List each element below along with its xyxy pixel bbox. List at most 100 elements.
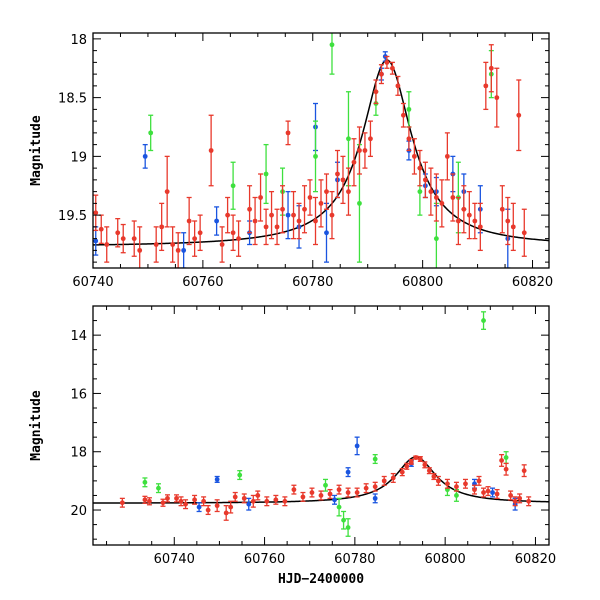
data-point	[230, 214, 236, 252]
data-point	[170, 226, 176, 263]
data-point	[323, 173, 329, 210]
plot-area	[93, 33, 549, 268]
data-point	[354, 436, 360, 456]
data-point	[408, 458, 414, 465]
data-point	[155, 483, 161, 494]
data-point	[208, 114, 214, 187]
data-point	[476, 475, 482, 486]
data-point	[223, 505, 229, 521]
data-point	[237, 470, 243, 481]
x-tick-label: 60740	[72, 275, 113, 290]
data-point	[512, 496, 518, 507]
data-point	[327, 488, 333, 500]
data-point	[516, 79, 522, 152]
data-point	[406, 126, 412, 152]
data-point	[323, 478, 329, 492]
x-tick-label: 60800	[424, 552, 465, 567]
data-point	[131, 220, 137, 257]
data-point	[192, 220, 198, 257]
data-point	[390, 472, 396, 483]
data-point	[146, 497, 152, 506]
data-point	[472, 484, 478, 495]
data-point	[336, 484, 342, 495]
x-tick-label: 60780	[292, 275, 333, 290]
data-point	[494, 67, 500, 128]
data-point	[461, 185, 467, 234]
data-point	[404, 462, 410, 470]
data-point	[318, 179, 324, 228]
y-tick-label: 18.5	[58, 92, 87, 107]
x-tick-label: 60780	[334, 552, 375, 567]
data-point	[384, 55, 390, 69]
data-point	[444, 132, 450, 181]
data-point	[526, 496, 532, 507]
data-point	[313, 196, 319, 246]
x-tick-label: 60800	[402, 275, 443, 290]
data-point	[444, 478, 450, 489]
data-point	[178, 496, 184, 507]
data-point	[247, 185, 253, 234]
data-point	[282, 496, 288, 507]
data-point	[214, 475, 220, 483]
y-tick-label: 18	[70, 33, 87, 48]
x-tick-label: 60760	[182, 275, 223, 290]
data-point	[341, 510, 347, 530]
plot-frame	[92, 305, 550, 546]
data-point	[230, 161, 236, 210]
data-point	[332, 494, 338, 505]
data-point	[205, 505, 211, 516]
data-point	[313, 120, 319, 193]
data-point	[142, 143, 148, 169]
data-point	[241, 493, 247, 504]
x-tick-label: 60760	[244, 552, 285, 567]
y-tick-label: 20	[70, 504, 87, 519]
data-point	[345, 518, 351, 537]
series-2	[119, 453, 532, 521]
data-point	[488, 44, 494, 93]
data-point	[263, 143, 269, 205]
data-point	[466, 190, 472, 240]
data-point	[378, 64, 384, 85]
x-tick-label: 60820	[515, 552, 556, 567]
data-point	[115, 217, 121, 248]
data-point	[174, 494, 180, 503]
data-point	[160, 498, 166, 507]
data-point	[363, 483, 369, 494]
series-1	[142, 311, 509, 537]
data-point	[521, 208, 527, 257]
data-point	[175, 232, 181, 268]
data-point	[236, 220, 242, 257]
data-point	[252, 196, 258, 246]
data-point	[264, 496, 270, 507]
data-point	[422, 161, 428, 199]
top-panel: 60740 60760 60780 60800 60820 18 18.5 19 19.5 Mag…	[29, 32, 553, 290]
y-axis-label: Magnitude	[29, 115, 44, 186]
plot-frame	[92, 32, 550, 269]
bottom-panel: 60740 60760 60780 60800 60820 14 16 18 20 Magnitu…	[29, 305, 556, 587]
data-point	[225, 196, 231, 234]
data-point	[142, 495, 148, 504]
data-point	[148, 114, 154, 152]
data-point	[263, 208, 269, 246]
data-point	[137, 226, 143, 268]
data-point	[417, 149, 423, 187]
data-point	[490, 487, 496, 498]
data-point	[389, 61, 395, 75]
data-point	[119, 497, 125, 508]
data-point	[450, 173, 456, 222]
data-point	[345, 487, 351, 498]
data-point	[400, 102, 406, 128]
data-point	[93, 194, 99, 232]
data-point	[219, 226, 225, 263]
data-point	[323, 202, 329, 263]
data-point	[381, 475, 387, 486]
y-tick-label: 14	[70, 329, 87, 344]
data-point	[250, 494, 256, 508]
data-point	[104, 226, 110, 263]
data-point	[435, 475, 441, 486]
data-point	[296, 202, 302, 240]
data-point	[258, 173, 264, 222]
data-point	[499, 453, 505, 467]
data-point	[455, 196, 461, 246]
